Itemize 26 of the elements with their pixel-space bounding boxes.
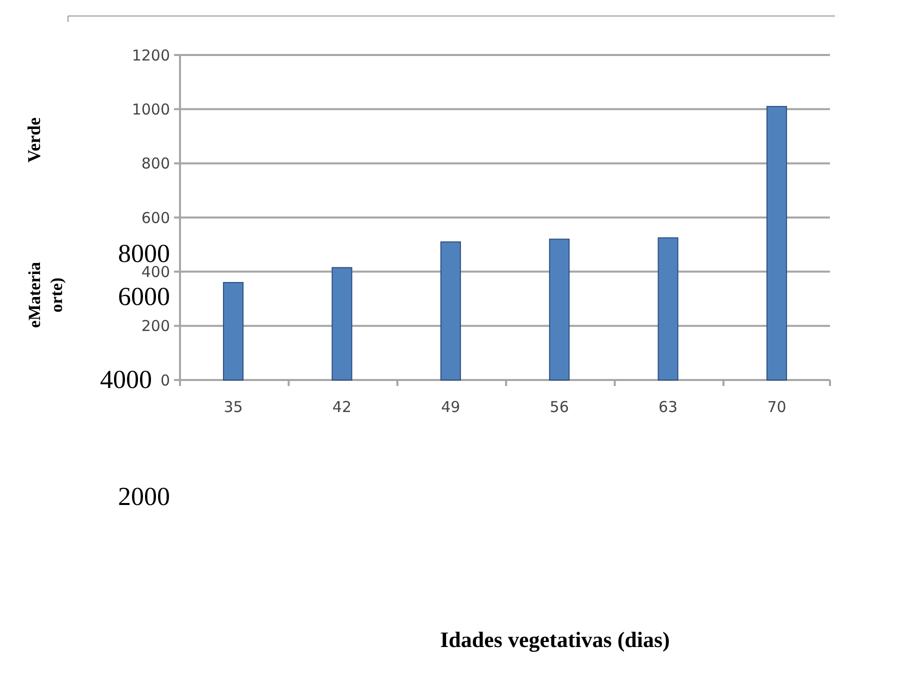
bar bbox=[222, 282, 244, 380]
y-tick-label: 0 bbox=[160, 371, 170, 390]
text: 4000 bbox=[100, 365, 152, 394]
text: 6000 bbox=[118, 282, 170, 311]
x-tick-label: 35 bbox=[224, 398, 243, 416]
bar bbox=[766, 106, 788, 380]
y-tick-label: 400 bbox=[141, 262, 170, 281]
x-tick-label: 63 bbox=[658, 398, 678, 416]
y-tick-label: 1200 bbox=[132, 46, 170, 64]
x-tick-label: 56 bbox=[550, 398, 569, 416]
y-tick-label: 1000 bbox=[132, 100, 170, 118]
x-tick-label: 49 bbox=[441, 398, 460, 416]
text: eMateria bbox=[25, 261, 44, 328]
text: Verde bbox=[24, 117, 44, 163]
text: Idades vegetativas (dias) bbox=[440, 627, 670, 652]
x-tick-label: 70 bbox=[767, 398, 786, 416]
bar bbox=[549, 238, 570, 380]
y-tick-label: 600 bbox=[141, 208, 170, 227]
text: orte) bbox=[47, 278, 66, 312]
y-tick-label: 800 bbox=[141, 154, 170, 173]
bar bbox=[658, 237, 678, 380]
y-tick-label: 200 bbox=[141, 317, 170, 336]
text: 2000 bbox=[118, 482, 170, 511]
bar bbox=[332, 267, 352, 380]
bar bbox=[440, 241, 461, 380]
x-tick-label: 42 bbox=[332, 398, 352, 416]
